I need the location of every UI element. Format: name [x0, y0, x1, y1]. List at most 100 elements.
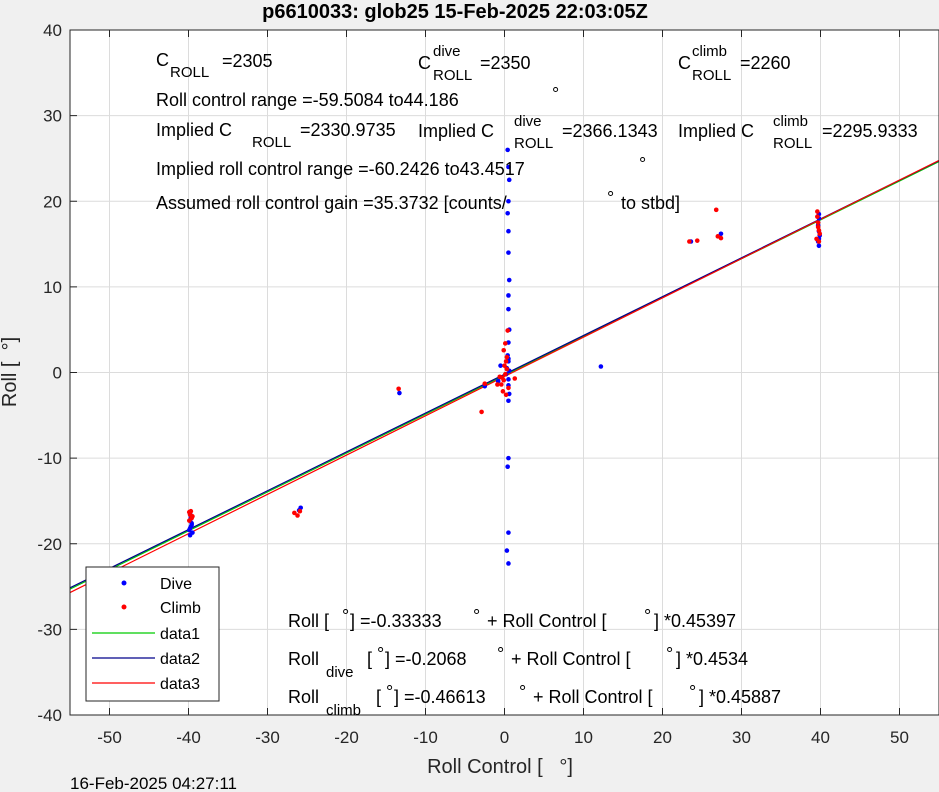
dive-point: [505, 147, 510, 153]
legend-climb-label: Climb: [160, 600, 201, 617]
fit-eq-all-deg3: °: [644, 606, 651, 626]
fit-eq-dive-b: [: [367, 649, 372, 669]
fit-eq-climb-deg3: °: [689, 682, 696, 702]
fit-eq-climb-e: ] *0.45887: [699, 687, 781, 707]
y-tick-label: 40: [43, 21, 62, 40]
climb-point: [512, 376, 518, 381]
x-tick-label: 30: [732, 728, 751, 747]
dive-point: [506, 250, 511, 255]
fit-eq-dive-deg3: °: [666, 644, 673, 664]
y-tick-label: -40: [37, 706, 62, 725]
fit-eq-dive-deg2: °: [497, 644, 504, 664]
dive-point: [506, 164, 511, 170]
legend-dive-marker: [121, 580, 127, 586]
fit-eq-all-b: ] =-0.33333: [350, 611, 442, 631]
dive-point: [598, 364, 604, 369]
c-roll-label: C: [156, 50, 169, 70]
legend-box: [85, 566, 220, 702]
implied-c-dive-value: =2366.1343: [562, 121, 658, 141]
dive-point: [506, 293, 511, 298]
x-tick-label: -50: [97, 728, 122, 747]
implied-c-climb-value: =2295.9333: [822, 121, 918, 141]
climb-point: [502, 371, 508, 377]
x-tick-label: -20: [334, 728, 359, 747]
fit-eq-all-d: ] *0.45397: [654, 611, 736, 631]
dive-point: [505, 210, 510, 216]
climb-point: [188, 508, 194, 514]
implied-c-roll-value: =2330.9735: [300, 120, 396, 140]
fit-eq-climb-subscript: climb: [326, 702, 361, 719]
dive-point: [298, 505, 303, 511]
roll-control-gain: Assumed roll control gain =35.3732 [coun…: [156, 193, 507, 213]
climb-point: [500, 389, 506, 394]
x-tick-label: 50: [890, 728, 909, 747]
climb-point: [505, 328, 510, 333]
dive-point: [495, 378, 501, 384]
climb-point: [713, 207, 719, 213]
implied-c-dive-superscript: dive: [514, 113, 542, 130]
c-roll-value: =2305: [222, 51, 273, 71]
data-points: [186, 147, 823, 566]
fit-eq-dive-c: ] =-0.2068: [385, 649, 467, 669]
climb-point: [295, 513, 300, 518]
x-tick-label: 0: [500, 728, 509, 747]
legend: Dive Climb data1 data2 data3: [85, 566, 220, 702]
c-dive-superscript: dive: [433, 43, 461, 60]
fit-line-data3: [69, 159, 939, 594]
climb-point: [504, 366, 510, 372]
fit-eq-dive-a: Roll: [288, 649, 319, 669]
x-tick-label: -10: [413, 728, 438, 747]
implied-c-climb-subscript: ROLL: [773, 135, 812, 152]
dive-point: [187, 526, 193, 531]
climb-point: [479, 409, 484, 415]
calibration-annotations: C ROLL =2305 C dive ROLL =2350 C climb R…: [156, 43, 918, 719]
climb-point: [501, 347, 507, 353]
legend-data2-label: data2: [160, 651, 200, 668]
fit-eq-climb-d: + Roll Control [: [533, 687, 653, 707]
c-dive-label: C: [418, 53, 431, 73]
implied-c-climb-superscript: climb: [773, 113, 808, 130]
x-axis-label: Roll Control [ °]: [427, 756, 573, 778]
legend-dive-label: Dive: [160, 576, 192, 593]
x-tick-label: -40: [176, 728, 201, 747]
degree-marker-2: °: [639, 154, 646, 174]
dive-point: [505, 464, 510, 469]
climb-point: [503, 359, 509, 364]
y-tick-label: 10: [43, 278, 62, 297]
climb-point: [482, 381, 488, 386]
dive-point: [506, 530, 511, 535]
fit-eq-dive-deg1: °: [377, 644, 384, 664]
c-dive-subscript: ROLL: [433, 67, 472, 84]
climb-point: [815, 214, 820, 219]
climb-point: [190, 514, 195, 519]
dive-point: [718, 231, 724, 237]
y-tick-label: 0: [53, 364, 62, 383]
dive-point: [506, 177, 512, 183]
x-tick-label: 10: [574, 728, 593, 747]
c-climb-superscript: climb: [692, 43, 727, 60]
fit-eq-all-deg1: °: [342, 606, 349, 626]
legend-data3-label: data3: [160, 676, 200, 693]
y-tick-label: -30: [37, 620, 62, 639]
y-tick-label: 20: [43, 192, 62, 211]
climb-point: [396, 386, 401, 392]
fit-eq-dive-e: ] *0.4534: [676, 649, 748, 669]
implied-c-roll-subscript: ROLL: [252, 134, 291, 151]
fit-eq-dive-d: + Roll Control [: [511, 649, 631, 669]
fit-eq-climb-deg2: °: [519, 682, 526, 702]
y-tick-label: 30: [43, 107, 62, 126]
fit-eq-climb-deg1: °: [386, 682, 393, 702]
climb-point: [499, 382, 504, 387]
climb-point: [815, 224, 821, 230]
x-tick-label: 40: [811, 728, 830, 747]
implied-roll-control-range: Implied roll control range =-60.2426 to4…: [156, 159, 525, 179]
fit-eq-all-a: Roll [: [288, 611, 329, 631]
dive-point: [506, 455, 511, 461]
climb-point: [816, 239, 822, 244]
climb-point: [504, 354, 510, 360]
fit-eq-climb-b: [: [376, 687, 381, 707]
c-dive-value: =2350: [480, 53, 531, 73]
climb-point: [502, 341, 508, 346]
chart-title: p6610033: glob25 15-Feb-2025 22:03:05Z: [262, 1, 648, 23]
